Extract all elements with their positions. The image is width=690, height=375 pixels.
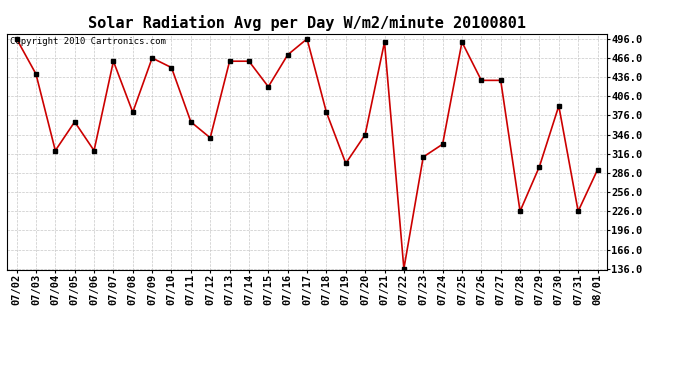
Text: Copyright 2010 Cartronics.com: Copyright 2010 Cartronics.com (10, 37, 166, 46)
Title: Solar Radiation Avg per Day W/m2/minute 20100801: Solar Radiation Avg per Day W/m2/minute … (88, 15, 526, 31)
